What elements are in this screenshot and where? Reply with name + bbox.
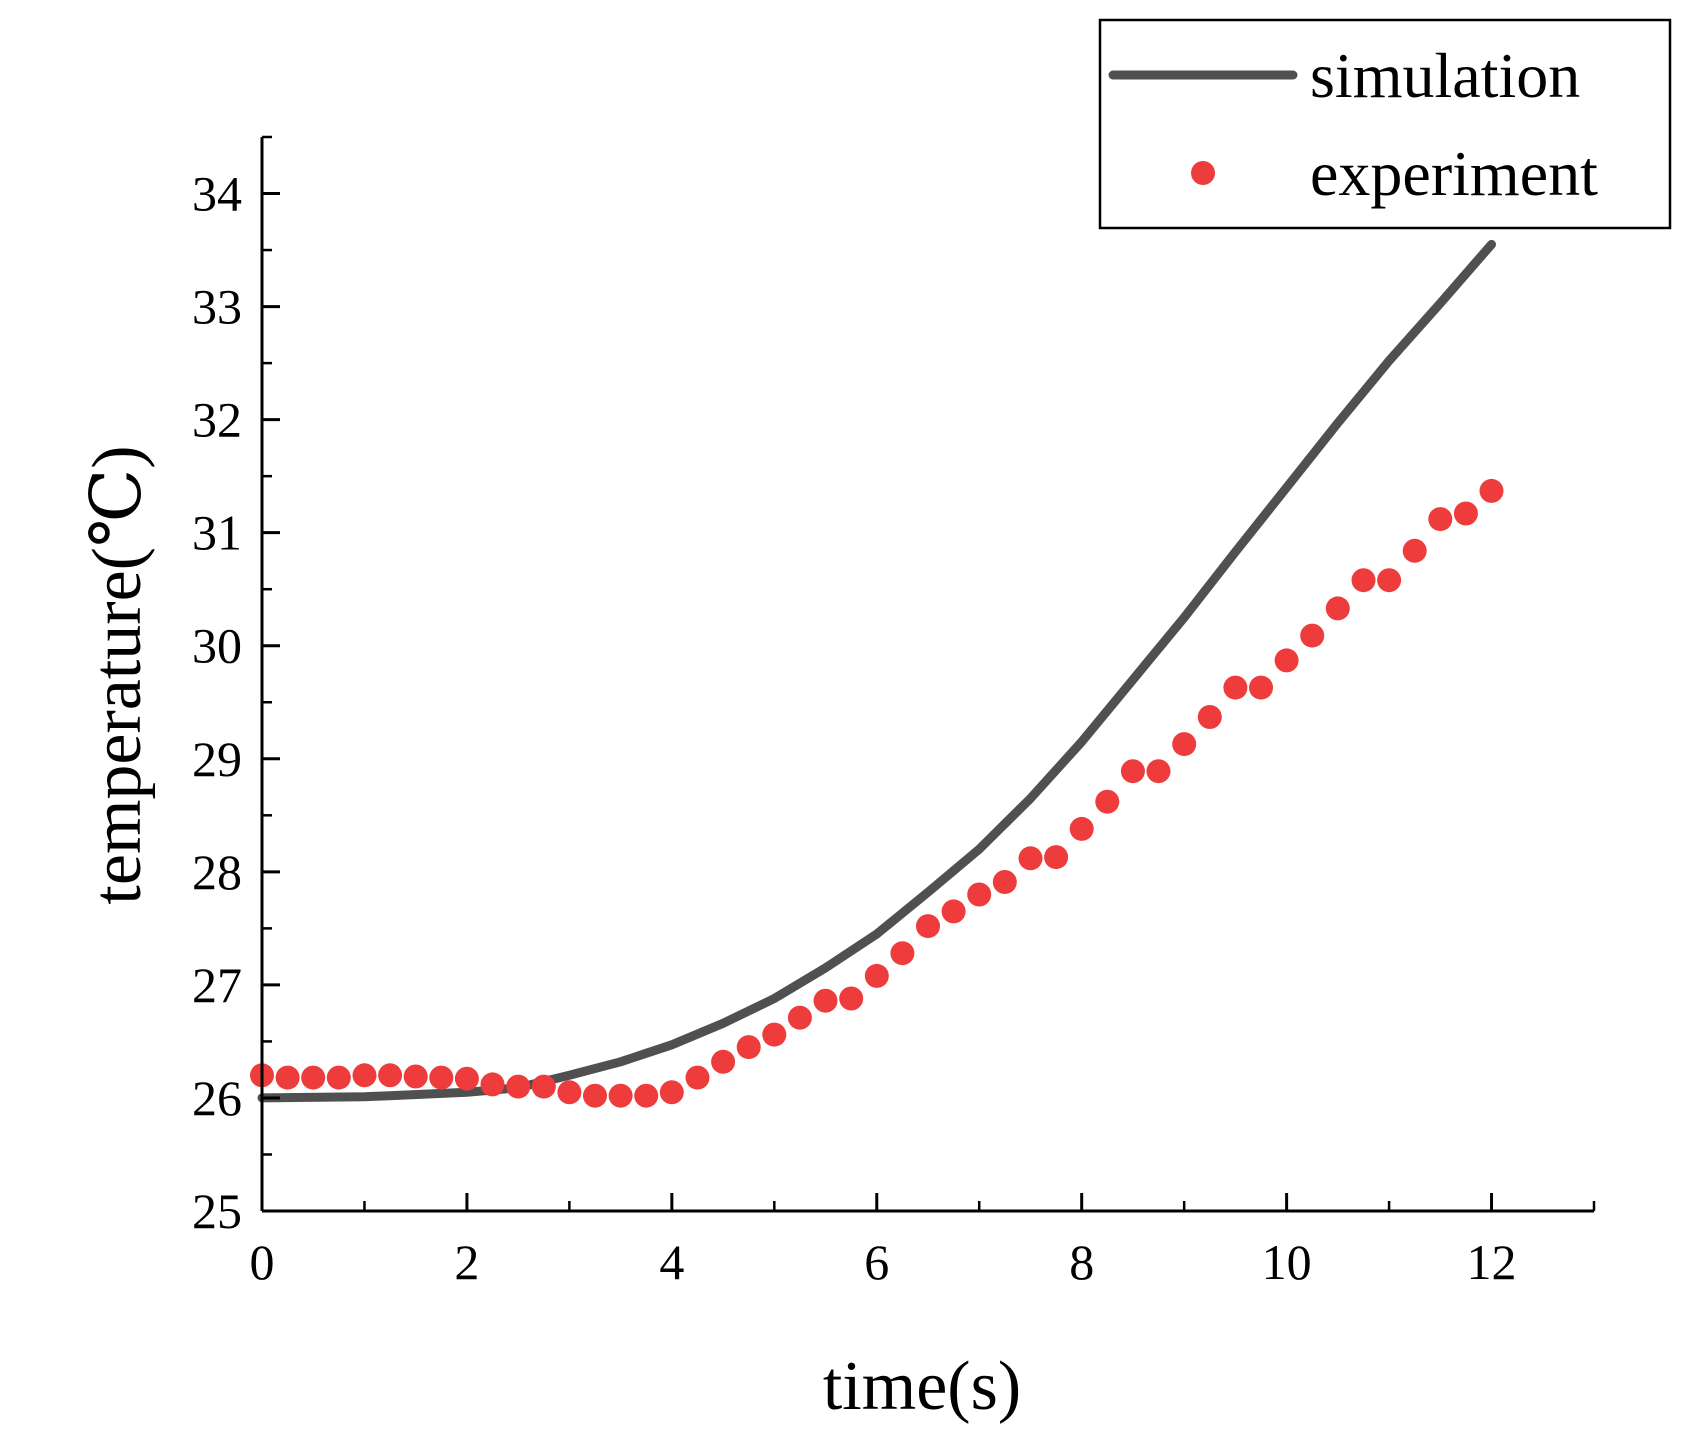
experiment-point xyxy=(1402,538,1427,563)
experiment-point xyxy=(378,1063,403,1088)
experiment-point xyxy=(1197,705,1222,729)
experiment-point xyxy=(736,1035,761,1060)
experiment-point xyxy=(711,1049,736,1074)
x-axis-title: time(s) xyxy=(823,1348,1021,1425)
experiment-point xyxy=(1479,478,1504,503)
experiment-point xyxy=(1453,501,1478,526)
y-tick-label: 26 xyxy=(192,1070,242,1126)
experiment-point xyxy=(890,941,915,966)
experiment-point xyxy=(685,1065,710,1090)
experiment-point xyxy=(634,1083,659,1108)
experiment-point xyxy=(839,986,864,1011)
experiment-point xyxy=(352,1063,377,1088)
experiment-point xyxy=(1044,845,1069,870)
experiment-point xyxy=(583,1083,607,1108)
experiment-point xyxy=(1274,648,1299,673)
y-tick-label: 27 xyxy=(192,957,242,1013)
experiment-point xyxy=(301,1065,326,1090)
y-tick-label: 29 xyxy=(192,731,242,787)
experiment-point xyxy=(941,899,966,924)
experiment-point xyxy=(506,1074,531,1099)
x-tick-label: 4 xyxy=(659,1234,684,1290)
experiment-point xyxy=(967,882,992,907)
y-axis-title: temperature(℃) xyxy=(79,445,156,904)
y-tick-label: 28 xyxy=(192,844,242,900)
legend-simulation-label: simulation xyxy=(1310,40,1580,111)
experiment-point xyxy=(659,1080,684,1105)
experiment-point xyxy=(1146,759,1171,784)
experiment-point xyxy=(1172,732,1197,757)
experiment-point xyxy=(454,1066,479,1091)
experiment-point xyxy=(1120,759,1145,784)
x-tick-label: 12 xyxy=(1467,1234,1517,1290)
experiment-point xyxy=(608,1083,633,1108)
axes xyxy=(260,137,1594,1213)
ticks: 0 2 4 6 8 10 12 25 26 27 28 29 30 31 32 33 34 xyxy=(192,135,1596,1290)
experiment-point xyxy=(762,1022,787,1047)
x-tick-label: 10 xyxy=(1262,1234,1312,1290)
legend: simulation experiment xyxy=(1098,18,1672,230)
experiment-point xyxy=(1325,596,1350,621)
x-tick-label: 2 xyxy=(454,1234,479,1290)
y-tick-label: 32 xyxy=(192,392,242,448)
y-tick-label: 30 xyxy=(192,618,242,674)
y-tick-label: 25 xyxy=(192,1183,242,1239)
y-tick-label: 34 xyxy=(192,166,242,222)
experiment-point xyxy=(403,1064,428,1089)
experiment-point xyxy=(326,1065,351,1090)
experiment-point xyxy=(557,1080,582,1105)
experiment-point xyxy=(992,870,1017,894)
experiment-point xyxy=(1018,846,1043,871)
experiment-point xyxy=(916,914,940,939)
experiment-point xyxy=(1223,675,1248,700)
experiment-point xyxy=(1095,789,1120,814)
legend-box xyxy=(1098,18,1672,230)
experiment-point xyxy=(1300,623,1325,648)
legend-experiment-label: experiment xyxy=(1310,138,1598,209)
experiment-point xyxy=(1428,507,1453,532)
x-tick-label: 8 xyxy=(1069,1234,1094,1290)
y-tick-label: 31 xyxy=(192,505,242,561)
experiment-point xyxy=(813,988,838,1013)
x-tick-label: 6 xyxy=(864,1234,889,1290)
experiment-point xyxy=(1249,675,1273,700)
x-tick-label: 0 xyxy=(250,1234,275,1290)
experiment-point xyxy=(1069,816,1094,841)
experiment-point xyxy=(864,963,889,988)
experiment-series xyxy=(250,478,1504,1108)
experiment-point xyxy=(1351,568,1376,593)
experiment-point xyxy=(275,1065,300,1090)
experiment-point xyxy=(531,1074,556,1099)
legend-experiment-swatch xyxy=(1191,161,1215,185)
experiment-point xyxy=(787,1005,812,1030)
experiment-point xyxy=(429,1065,454,1090)
y-tick-label: 33 xyxy=(192,279,242,335)
experiment-point xyxy=(480,1072,505,1097)
experiment-point xyxy=(1377,568,1402,593)
